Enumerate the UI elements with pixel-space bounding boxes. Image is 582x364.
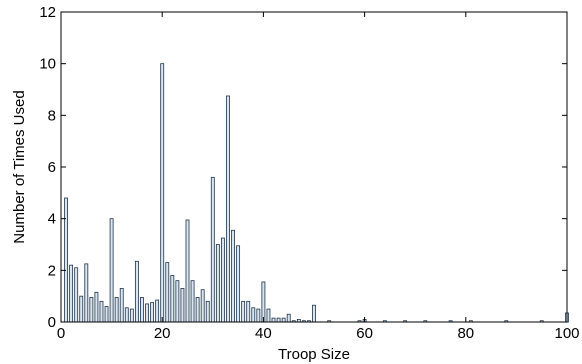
bar-50 [312, 304, 316, 323]
y-tick-label: 12 [39, 4, 56, 21]
bar-1 [64, 197, 68, 323]
bar-series [64, 63, 569, 323]
y-tick-label: 2 [48, 262, 56, 279]
bar-19 [155, 299, 160, 323]
bar-33 [226, 95, 230, 323]
bar-7 [94, 291, 99, 323]
bar-2 [69, 264, 74, 323]
y-tick-label: 6 [48, 159, 56, 176]
bar-40 [261, 281, 266, 323]
bar-28 [200, 289, 205, 323]
bar-43 [276, 317, 281, 323]
bar-5 [84, 263, 89, 323]
bar-17 [145, 303, 149, 323]
bar-22 [170, 275, 175, 323]
bar-16 [140, 297, 144, 323]
x-axis-title: Troop Size [278, 346, 350, 363]
bar-9 [104, 306, 109, 323]
bar-44 [281, 317, 286, 323]
bar-21 [165, 262, 170, 323]
bar-10 [109, 218, 114, 323]
bar-3 [74, 267, 79, 323]
bar-29 [205, 300, 210, 323]
x-tick-label: 80 [457, 325, 474, 342]
bar-32 [220, 237, 225, 323]
bar-30 [210, 176, 215, 323]
y-tick-label: 4 [48, 211, 56, 228]
bar-41 [266, 308, 271, 323]
bar-13 [124, 307, 129, 323]
bar-26 [190, 280, 195, 323]
y-tick-label: 8 [48, 107, 56, 124]
y-axis-title: Number of Times Used [11, 90, 28, 243]
bar-45 [286, 313, 291, 323]
bar-14 [129, 308, 134, 323]
bar-38 [251, 307, 256, 323]
x-tick-label: 20 [154, 325, 171, 342]
bar-25 [185, 219, 190, 323]
bar-24 [180, 288, 185, 323]
bar-18 [150, 302, 154, 323]
bar-31 [215, 244, 220, 323]
x-tick-label: 40 [255, 325, 272, 342]
bar-8 [99, 300, 104, 323]
x-tick-label: 60 [356, 325, 373, 342]
bar-11 [114, 297, 119, 323]
x-axis-ticks: 0 20 40 60 80 100 [57, 12, 580, 342]
x-tick-label: 0 [57, 325, 65, 342]
y-tick-label: 0 [48, 314, 56, 331]
bar-42 [271, 317, 276, 323]
bar-36 [241, 300, 246, 323]
x-tick-label: 100 [554, 325, 579, 342]
bar-20 [160, 63, 165, 323]
bar-37 [246, 300, 251, 323]
bar-35 [236, 245, 241, 323]
bar-12 [119, 288, 124, 323]
y-tick-label: 10 [39, 56, 56, 73]
bar-6 [89, 297, 94, 323]
bar-39 [256, 308, 261, 323]
bar-15 [134, 260, 139, 323]
bar-34 [231, 229, 235, 323]
y-axis-ticks: 0 2 4 6 8 10 12 [39, 4, 567, 331]
bar-27 [195, 297, 200, 323]
bar-23 [175, 280, 180, 323]
bar-4 [79, 295, 84, 323]
